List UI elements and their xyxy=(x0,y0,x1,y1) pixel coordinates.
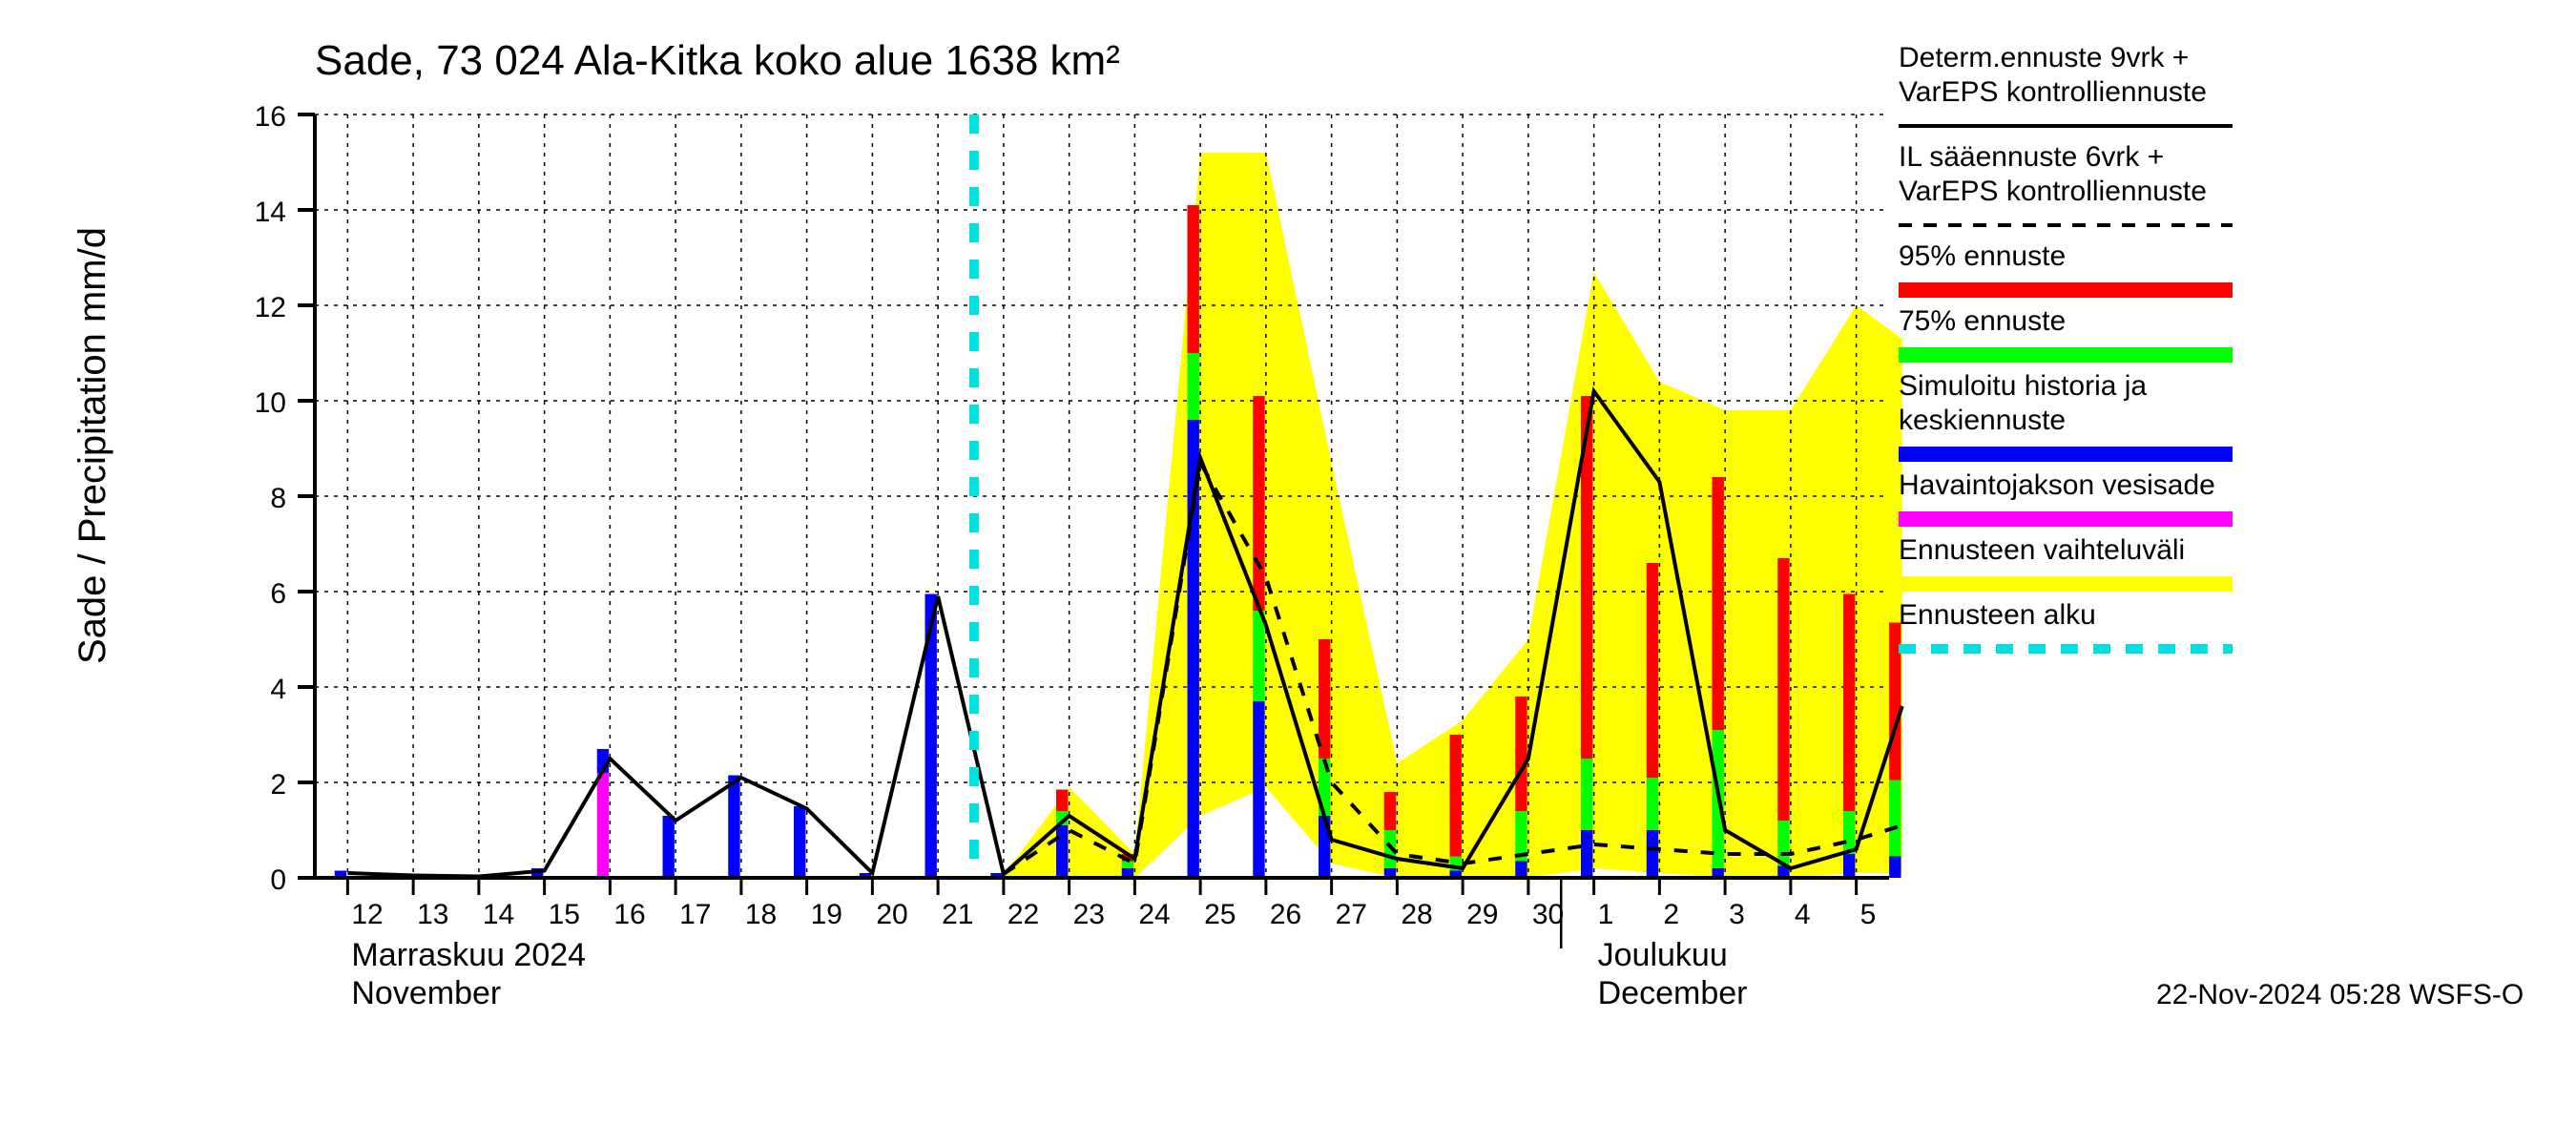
bar-segment xyxy=(1777,821,1789,866)
x-tick-label: 22 xyxy=(1008,899,1039,930)
bar-segment xyxy=(1384,792,1396,830)
y-tick-label: 16 xyxy=(255,101,286,133)
bar-segment xyxy=(1647,563,1658,778)
bar-segment xyxy=(1515,697,1527,811)
y-tick-label: 14 xyxy=(255,197,286,228)
bar-segment xyxy=(1843,811,1855,854)
x-tick-label: 23 xyxy=(1073,899,1105,930)
bar-segment xyxy=(1647,830,1658,878)
x-tick-label: 26 xyxy=(1270,899,1301,930)
bar-segment xyxy=(1253,611,1264,701)
bar-segment xyxy=(1581,759,1592,830)
x-tick-label: 27 xyxy=(1336,899,1367,930)
y-tick-label: 8 xyxy=(270,483,286,514)
bar-segment xyxy=(1056,790,1068,812)
x-tick-label: 15 xyxy=(549,899,580,930)
bar-segment xyxy=(1188,420,1199,878)
bar-segment xyxy=(728,776,739,879)
bar-segment xyxy=(597,773,609,878)
month-label-right-2: December xyxy=(1598,975,1748,1011)
bar-segment xyxy=(1253,396,1264,611)
x-tick-label: 17 xyxy=(679,899,711,930)
legend-label: Havaintojakson vesisade xyxy=(1899,469,2215,501)
x-tick-label: 20 xyxy=(876,899,907,930)
legend-swatch xyxy=(1899,511,2233,527)
x-tick-label: 19 xyxy=(811,899,842,930)
legend-swatch xyxy=(1899,447,2233,462)
x-tick-label: 4 xyxy=(1795,899,1811,930)
month-label-left-1: Marraskuu 2024 xyxy=(351,937,586,973)
x-tick-label: 24 xyxy=(1138,899,1170,930)
legend-label: VarEPS kontrolliennuste xyxy=(1899,176,2207,207)
y-tick-label: 2 xyxy=(270,769,286,801)
y-tick-label: 4 xyxy=(270,674,286,705)
bar-segment xyxy=(1581,830,1592,878)
legend-label: Ennusteen vaihteluväli xyxy=(1899,534,2185,566)
y-tick-label: 6 xyxy=(270,578,286,610)
legend-label: 95% ennuste xyxy=(1899,240,2066,272)
bar-segment xyxy=(1319,639,1330,759)
x-tick-label: 21 xyxy=(942,899,973,930)
legend-label: VarEPS kontrolliennuste xyxy=(1899,76,2207,108)
bar-segment xyxy=(794,806,805,878)
legend-label: 75% ennuste xyxy=(1899,305,2066,337)
bar-segment xyxy=(1713,477,1724,730)
legend-label: Ennusteen alku xyxy=(1899,599,2096,631)
bar-segment xyxy=(1188,205,1199,353)
bar-segment xyxy=(1515,862,1527,879)
chart-svg: 0246810121416121314151617181920212223242… xyxy=(0,0,2576,1145)
x-tick-label: 28 xyxy=(1401,899,1432,930)
x-tick-label: 5 xyxy=(1860,899,1877,930)
bar-segment xyxy=(663,816,675,878)
bar-segment xyxy=(1253,701,1264,878)
bar-segment xyxy=(1450,735,1462,857)
month-label-left-2: November xyxy=(351,975,501,1011)
x-tick-label: 2 xyxy=(1663,899,1679,930)
legend-swatch xyxy=(1899,282,2233,298)
y-tick-label: 0 xyxy=(270,864,286,896)
bar-segment xyxy=(1843,854,1855,878)
legend-swatch xyxy=(1899,347,2233,363)
x-tick-label: 29 xyxy=(1466,899,1498,930)
bar-segment xyxy=(1122,862,1133,869)
x-tick-label: 1 xyxy=(1598,899,1614,930)
y-axis-label: Sade / Precipitation mm/d xyxy=(72,227,114,664)
x-tick-label: 16 xyxy=(613,899,645,930)
month-label-right-1: Joulukuu xyxy=(1598,937,1728,973)
legend-label: Determ.ennuste 9vrk + xyxy=(1899,42,2189,73)
bar-segment xyxy=(1889,781,1901,857)
x-tick-label: 3 xyxy=(1729,899,1745,930)
legend-swatch xyxy=(1899,576,2233,592)
legend-label: keskiennuste xyxy=(1899,405,2066,436)
bar-segment xyxy=(1889,857,1901,879)
x-tick-label: 18 xyxy=(745,899,777,930)
x-tick-label: 14 xyxy=(483,899,514,930)
bar-segment xyxy=(1647,778,1658,830)
legend-label: Simuloitu historia ja xyxy=(1899,370,2147,402)
x-tick-label: 13 xyxy=(417,899,448,930)
bar-segment xyxy=(1843,594,1855,812)
chart-title: Sade, 73 024 Ala-Kitka koko alue 1638 km… xyxy=(315,37,1120,84)
x-tick-label: 30 xyxy=(1532,899,1564,930)
x-tick-label: 12 xyxy=(351,899,383,930)
bar-segment xyxy=(1777,558,1789,821)
chart-container: 0246810121416121314151617181920212223242… xyxy=(0,0,2576,1145)
y-tick-label: 10 xyxy=(255,387,286,419)
x-tick-label: 25 xyxy=(1204,899,1236,930)
footer-timestamp: 22-Nov-2024 05:28 WSFS-O xyxy=(2156,979,2524,1010)
y-tick-label: 12 xyxy=(255,292,286,323)
bar-segment xyxy=(1056,825,1068,878)
bar-segment xyxy=(1188,353,1199,420)
legend-label: IL sääennuste 6vrk + xyxy=(1899,141,2164,173)
